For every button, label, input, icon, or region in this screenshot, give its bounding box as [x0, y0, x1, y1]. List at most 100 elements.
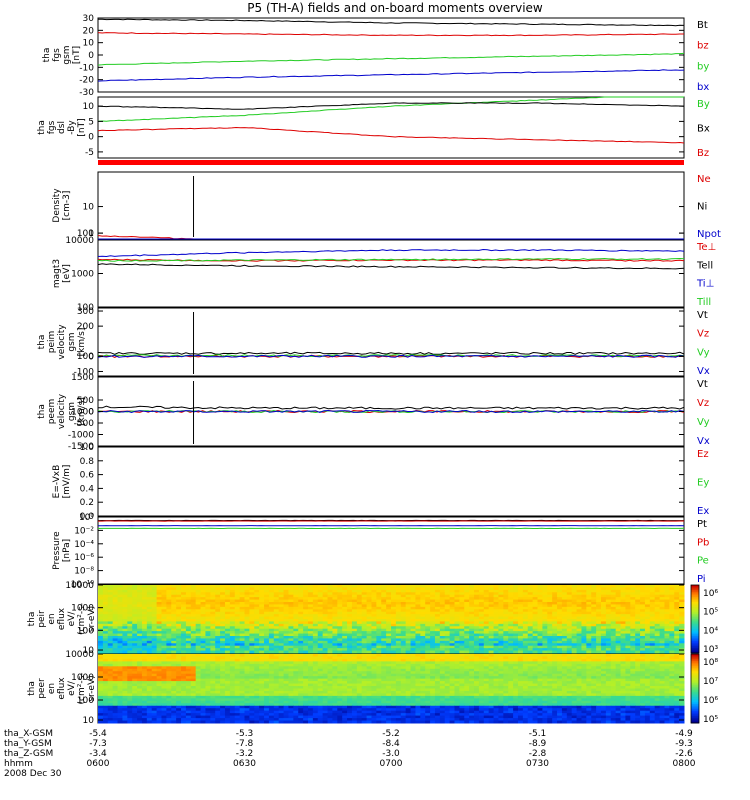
spectrogram-cell — [542, 658, 548, 662]
spectrogram-cell — [439, 599, 446, 603]
spectrogram-cell — [332, 636, 338, 639]
spectrogram-cell — [185, 666, 192, 670]
spectrogram-cell — [176, 616, 182, 620]
spectrogram-cell — [268, 614, 275, 618]
spectrogram-cell — [381, 678, 387, 682]
spectrogram-cell — [610, 661, 617, 665]
spectrogram-cell — [137, 673, 143, 677]
spectrogram-cell — [366, 616, 372, 620]
spectrogram-cell — [439, 648, 446, 652]
spectrogram-cell — [488, 626, 495, 630]
spectrogram-cell — [581, 654, 587, 657]
spectrogram-cell — [503, 638, 509, 642]
spectrogram-cell — [371, 621, 377, 625]
spectrogram-cell — [669, 585, 675, 588]
spectrogram-cell — [254, 658, 260, 662]
spectrogram-cell — [317, 587, 324, 591]
spectrogram-cell — [156, 611, 162, 615]
spectrogram-cell — [249, 597, 255, 601]
spectrogram-cell — [615, 633, 622, 637]
spectrogram-cell — [342, 666, 348, 670]
spectrogram-cell — [366, 633, 372, 637]
spectrogram-cell — [532, 656, 538, 660]
spectrogram-cell — [283, 638, 289, 642]
spectrogram-cell — [278, 623, 285, 627]
spectrogram-cell — [361, 636, 368, 639]
colorbar-step — [691, 620, 699, 623]
spectrogram-cell — [517, 614, 524, 618]
spectrogram-cell — [659, 656, 665, 660]
spectrogram-cell — [596, 654, 602, 657]
spectrogram-cell — [347, 668, 353, 672]
spectrogram-cell — [430, 638, 436, 642]
spectrogram-cell — [332, 585, 338, 588]
spectrogram-cell — [161, 602, 167, 605]
spectrogram-cell — [210, 631, 216, 635]
spectrogram-cell — [127, 633, 133, 637]
spectrogram-cell — [571, 587, 578, 591]
spectrogram-cell — [395, 636, 402, 639]
spectrogram-cell — [430, 663, 436, 667]
spectrogram-cell — [498, 609, 504, 613]
spectrogram-cell — [552, 673, 558, 677]
spectrogram-cell — [513, 623, 519, 627]
spectrogram-cell — [347, 589, 353, 593]
spectrogram-cell — [581, 661, 587, 665]
spectrogram-cell — [649, 658, 656, 662]
spectrogram-cell — [654, 638, 661, 642]
spectrogram-cell — [503, 656, 509, 660]
spectrogram-cell — [239, 640, 245, 644]
spectrogram-cell — [400, 633, 407, 637]
spectrogram-cell — [215, 585, 221, 588]
spectrogram-cell — [342, 616, 348, 620]
spectrogram-cell — [420, 599, 426, 603]
spectrogram-cell — [254, 614, 260, 618]
spectrogram-cell — [215, 619, 221, 622]
spectrogram-cell — [561, 666, 568, 670]
spectrogram-cell — [610, 631, 617, 635]
spectrogram-cell — [200, 671, 206, 675]
spectrogram-cell — [176, 650, 182, 654]
spectrogram-cell — [215, 663, 221, 667]
spectrogram-cell — [107, 604, 114, 608]
spectrogram-cell — [395, 676, 402, 680]
spectrogram-cell — [278, 645, 285, 649]
spectrogram-cell — [288, 594, 294, 598]
spectrogram-cell — [151, 643, 158, 647]
spectrogram-cell — [517, 599, 524, 603]
spectrogram-cell — [503, 602, 509, 605]
spectrogram-cell — [127, 681, 133, 685]
spectrogram-cell — [459, 614, 465, 618]
spectrogram-cell — [674, 656, 680, 660]
spectrogram-cell — [620, 628, 626, 632]
spectrogram-cell — [190, 623, 197, 627]
spectrogram-cell — [137, 609, 143, 613]
spectrogram-cell — [268, 640, 275, 644]
spectrogram-cell — [181, 626, 187, 630]
spectrogram-cell — [669, 626, 675, 630]
spectrogram-cell — [273, 616, 280, 620]
spectrogram-cell — [537, 599, 543, 603]
spectrogram-cell — [195, 602, 202, 605]
spectrogram-cell — [439, 611, 446, 615]
spectrogram-cell — [483, 668, 490, 672]
spectrogram-cell — [254, 619, 260, 622]
spectrogram-cell — [591, 585, 597, 588]
spectrogram-cell — [425, 597, 431, 601]
spectrogram-cell — [625, 633, 631, 637]
spectrogram-cell — [278, 628, 285, 632]
spectrogram-cell — [356, 619, 363, 622]
spectrogram-cell — [298, 585, 304, 588]
spectrogram-cell — [376, 599, 382, 603]
spectrogram-cell — [513, 636, 519, 639]
spectrogram-cell — [195, 609, 202, 613]
spectrogram-cell — [107, 650, 114, 654]
spectrogram-cell — [317, 654, 324, 657]
spectrogram-cell — [459, 658, 465, 662]
spectrogram-cell — [644, 668, 651, 672]
spectrogram-cell — [102, 621, 109, 625]
spectrogram-cell — [347, 585, 353, 588]
spectrogram-cell — [220, 602, 226, 605]
spectrogram-cell — [307, 614, 314, 618]
spectrogram-cell — [298, 643, 304, 647]
